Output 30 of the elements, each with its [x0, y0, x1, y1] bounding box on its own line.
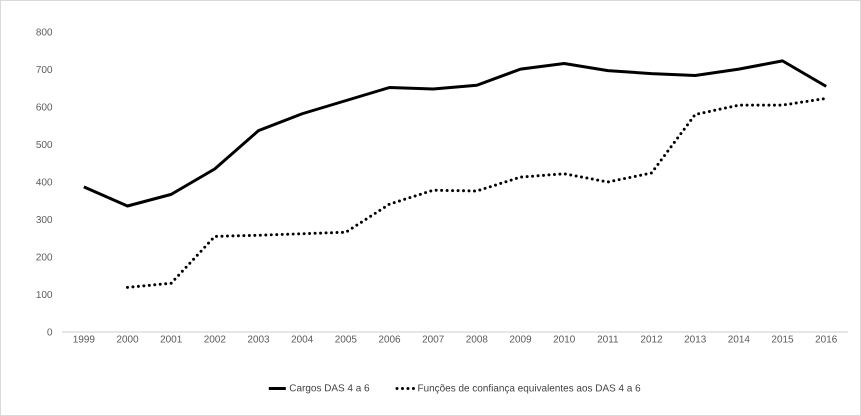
x-tick-label: 2007	[422, 336, 444, 343]
y-tick-label: 700	[36, 66, 52, 74]
x-tick-label: 2012	[640, 336, 662, 343]
x-tick-label: 2014	[728, 336, 750, 343]
legend-label: Funções de confiança equivalentes aos DAS 4 a 6	[418, 384, 640, 394]
x-tick-label: 2005	[335, 336, 356, 343]
legend-label: Cargos DAS 4 a 6	[290, 384, 370, 394]
x-tick-label: 2002	[204, 336, 226, 343]
x-tick-label: 2009	[510, 336, 532, 343]
x-tick-label: 2011	[598, 336, 618, 343]
y-tick-label: 0	[47, 328, 52, 336]
x-tick-label: 2013	[684, 336, 706, 343]
line-series	[126, 96, 828, 289]
y-tick-label: 300	[36, 216, 52, 224]
y-tick-label: 500	[36, 140, 52, 148]
x-tick-label: 2010	[554, 336, 575, 343]
x-tick-label: 2004	[292, 336, 313, 343]
x-tick-label: 2008	[466, 336, 488, 343]
x-tick-label: 2015	[772, 336, 794, 343]
x-tick-label: 1999	[74, 336, 94, 343]
y-tick-label: 600	[36, 103, 52, 111]
y-tick-label: 400	[36, 178, 52, 186]
y-tick-label: 100	[36, 290, 52, 298]
x-tick-label: 2000	[116, 336, 138, 343]
y-tick-label: 800	[36, 28, 52, 36]
x-tick-label: 2016	[816, 336, 837, 343]
x-tick-label: 2003	[248, 336, 270, 343]
x-tick-label: 2001	[160, 336, 182, 343]
x-tick-label: 2006	[378, 336, 400, 343]
y-tick-label: 200	[36, 253, 52, 261]
